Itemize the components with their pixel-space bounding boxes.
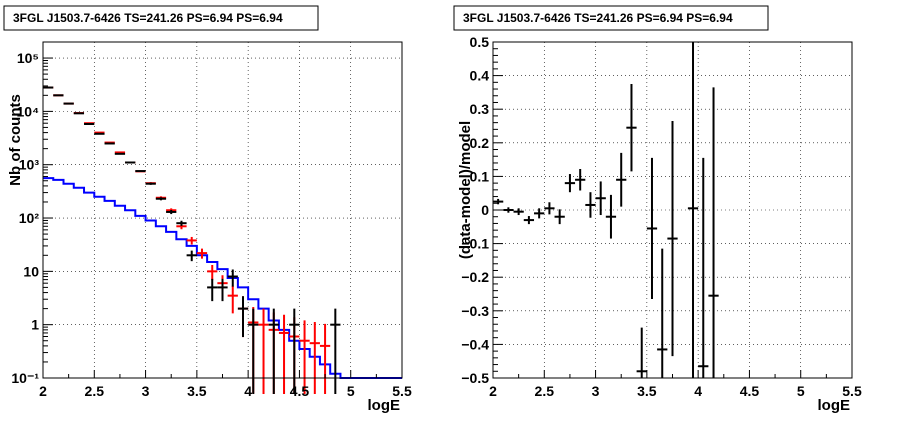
right-xlabel: logE <box>818 397 851 414</box>
right-residual-points <box>493 42 719 378</box>
right-ytick-label: 0.3 <box>470 101 490 117</box>
right-xtick-label: 2.5 <box>535 383 555 399</box>
right-xtick-label: 3.5 <box>637 383 657 399</box>
right-ytick-label: −0.5 <box>461 370 489 386</box>
left-model-points <box>43 86 331 395</box>
right-title-box <box>453 5 769 31</box>
left-panel: 3FGL J1503.7-6426 TS=241.26 PS=6.94 PS=6… <box>3 5 412 414</box>
right-panel: 3FGL J1503.7-6426 TS=241.26 PS=6.94 PS=6… <box>453 5 862 414</box>
right-xtick-label: 5 <box>797 383 805 399</box>
left-title: 3FGL J1503.7-6426 TS=241.26 PS=6.94 PS=6… <box>13 11 283 25</box>
right-ytick-label: 0.1 <box>470 168 490 184</box>
left-ytick-label: 1 <box>31 317 39 333</box>
left-xlabel: logE <box>368 397 401 414</box>
left-xtick-label: 3 <box>142 383 150 399</box>
left-xtick-label: 5 <box>347 383 355 399</box>
right-ticks: 2 2.5 3 3.5 4 4.5 5 5.5 −0.5 −0.4 −0.3 −0.2 −0.1 0 0.1… <box>461 34 862 399</box>
right-ytick-label: 0.4 <box>470 68 490 84</box>
left-ytick-label: 10³ <box>19 157 40 173</box>
left-data-points <box>43 86 341 395</box>
left-xtick-label: 5.5 <box>392 383 412 399</box>
left-title-box <box>3 5 319 31</box>
right-ytick-label: −0.2 <box>461 269 489 285</box>
right-ytick-label: 0 <box>481 202 489 218</box>
left-ylabel: Nb of counts <box>7 94 24 186</box>
left-grid <box>43 42 402 378</box>
left-xtick-label: 3.5 <box>187 383 207 399</box>
right-grid <box>493 42 852 378</box>
left-ytick-label: 10⁻¹ <box>11 370 39 386</box>
right-xtick-label: 4 <box>694 383 702 399</box>
left-xtick-label: 2.5 <box>85 383 105 399</box>
right-xtick-label: 4.5 <box>740 383 760 399</box>
right-ytick-label: 0.2 <box>470 135 490 151</box>
right-ytick-label: −0.1 <box>461 236 489 252</box>
right-ytick-label: 0.5 <box>470 34 490 50</box>
left-xtick-label: 2 <box>39 383 47 399</box>
right-ylabel: (data-model)/model <box>457 121 474 259</box>
left-xtick-label: 4.5 <box>290 383 310 399</box>
right-xtick-label: 5.5 <box>842 383 862 399</box>
left-frame <box>42 41 403 379</box>
left-ytick-label: 10⁵ <box>17 50 39 66</box>
right-xtick-label: 2 <box>489 383 497 399</box>
left-ticks: 2 2.5 3 3.5 4 4.5 5 5.5 10⁻¹ 1 10 10² 10³ 10⁴ 10⁵ <box>11 41 412 399</box>
left-ytick-label: 10⁴ <box>17 103 40 119</box>
right-title: 3FGL J1503.7-6426 TS=241.26 PS=6.94 PS=6… <box>463 11 733 25</box>
right-ytick-label: −0.4 <box>461 336 489 352</box>
left-xtick-label: 4 <box>244 383 252 399</box>
left-ytick-label: 10² <box>19 210 40 226</box>
right-xtick-label: 3 <box>592 383 600 399</box>
left-ytick-label: 10 <box>23 263 39 279</box>
right-ytick-label: −0.3 <box>461 303 489 319</box>
